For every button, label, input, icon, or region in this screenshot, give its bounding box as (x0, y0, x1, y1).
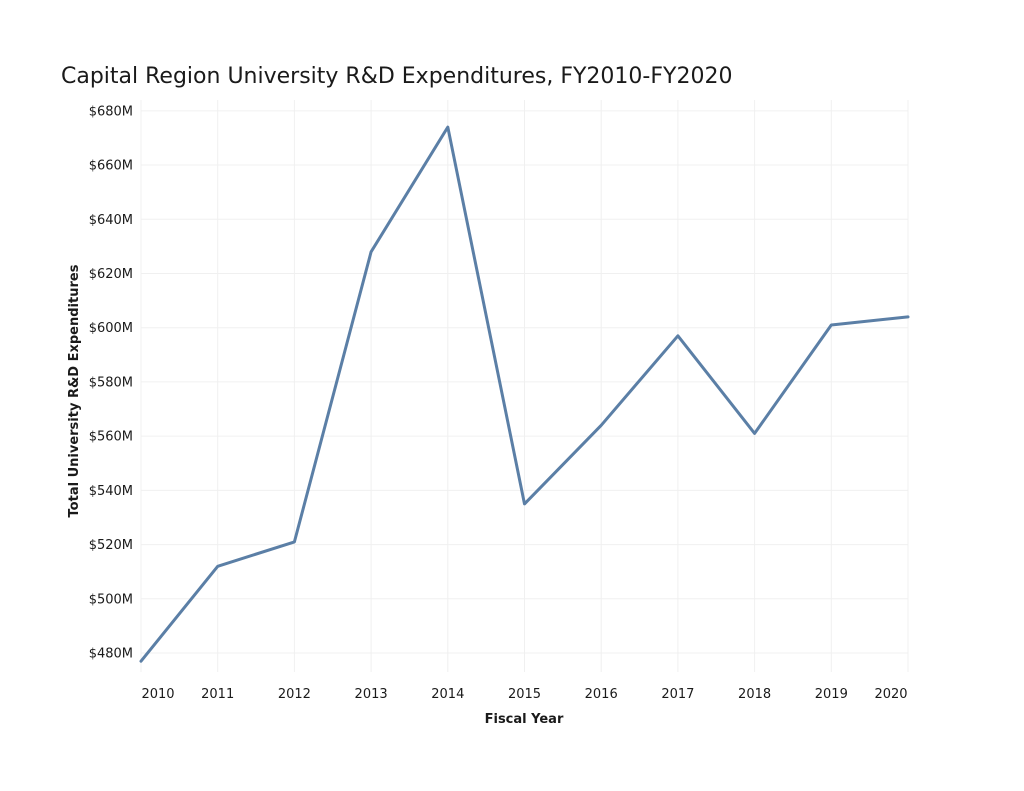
x-tick-label: 2012 (278, 687, 311, 702)
y-tick-label: $480M (89, 647, 133, 662)
x-tick-label: 2015 (508, 687, 541, 702)
y-axis-ticks: $480M $500M $520M $540M $560M $580M $600M $620M… (89, 104, 133, 661)
y-tick-label: $640M (89, 213, 133, 228)
y-tick-label: $500M (89, 592, 133, 607)
x-axis-ticks: 2010 2011 2012 2013 2014 2015 2016 2017 2018 2019… (141, 687, 907, 702)
y-tick-label: $560M (89, 430, 133, 445)
x-tick-label: 2011 (201, 687, 234, 702)
x-tick-label: 2017 (661, 687, 694, 702)
x-tick-label: 2010 (141, 687, 174, 702)
x-axis-label: Fiscal Year (485, 712, 564, 727)
x-tick-label: 2016 (585, 687, 618, 702)
y-tick-label: $680M (89, 104, 133, 119)
x-tick-label: 2018 (738, 687, 771, 702)
gridlines (140, 100, 909, 672)
x-tick-label: 2013 (355, 687, 388, 702)
y-tick-label: $520M (89, 538, 133, 553)
y-axis-label: Total University R&D Expenditures (67, 264, 82, 517)
series-line (139, 125, 910, 663)
series-layer (139, 125, 910, 663)
y-tick-label: $600M (89, 321, 133, 336)
y-tick-label: $660M (89, 159, 133, 174)
y-tick-label: $540M (89, 484, 133, 499)
y-tick-label: $620M (89, 267, 133, 282)
x-tick-label: 2020 (874, 687, 907, 702)
x-tick-label: 2019 (815, 687, 848, 702)
x-tick-label: 2014 (431, 687, 464, 702)
chart-title: Capital Region University R&D Expenditur… (61, 64, 733, 89)
y-tick-label: $580M (89, 375, 133, 390)
